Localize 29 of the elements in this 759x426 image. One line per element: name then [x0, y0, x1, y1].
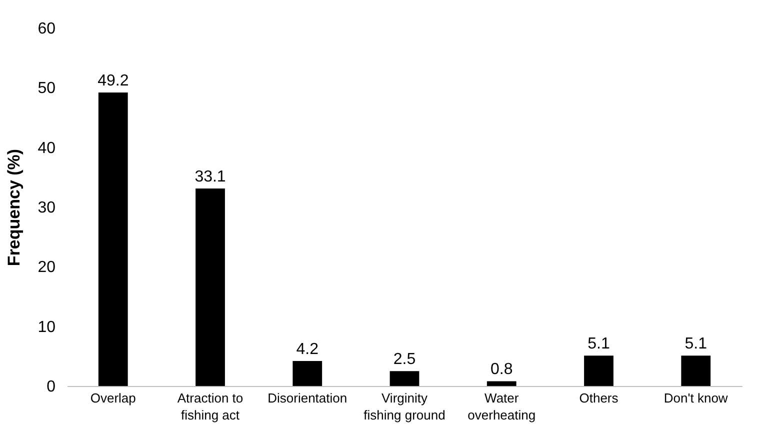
- x-tick-label: Water overheating: [468, 390, 536, 422]
- data-label: 0.8: [490, 361, 513, 378]
- x-tick-label: Others: [579, 390, 619, 406]
- y-tick-label: 60: [38, 20, 56, 38]
- data-label: 5.1: [684, 336, 708, 353]
- y-tick-label: 50: [38, 80, 56, 98]
- y-axis-title: Frequency (%): [4, 148, 24, 266]
- bar: [196, 188, 225, 386]
- y-tick-label: 0: [46, 378, 56, 396]
- data-label: 49.2: [98, 72, 129, 90]
- bar: [98, 92, 128, 386]
- bar: [681, 356, 711, 386]
- bar: [486, 381, 516, 386]
- data-label: 5.1: [588, 336, 610, 353]
- y-tick-label: 40: [38, 140, 56, 157]
- x-tick-label: Disorientation: [268, 390, 348, 406]
- x-tick-label: Overlap: [90, 390, 136, 406]
- bar: [292, 360, 322, 386]
- data-label: 4.2: [296, 340, 319, 358]
- y-tick-label: 10: [38, 318, 56, 336]
- y-tick-label: 30: [38, 200, 56, 216]
- data-label: 33.1: [194, 168, 226, 186]
- bar: [390, 371, 420, 386]
- y-tick-label: 20: [38, 259, 56, 276]
- data-label: 2.5: [393, 351, 416, 368]
- x-tick-label: Don't know: [664, 390, 728, 406]
- x-tick-label: Atraction to fishing act: [177, 390, 244, 422]
- bar: [584, 356, 614, 386]
- x-tick-label: Virginity fishing ground: [364, 390, 446, 422]
